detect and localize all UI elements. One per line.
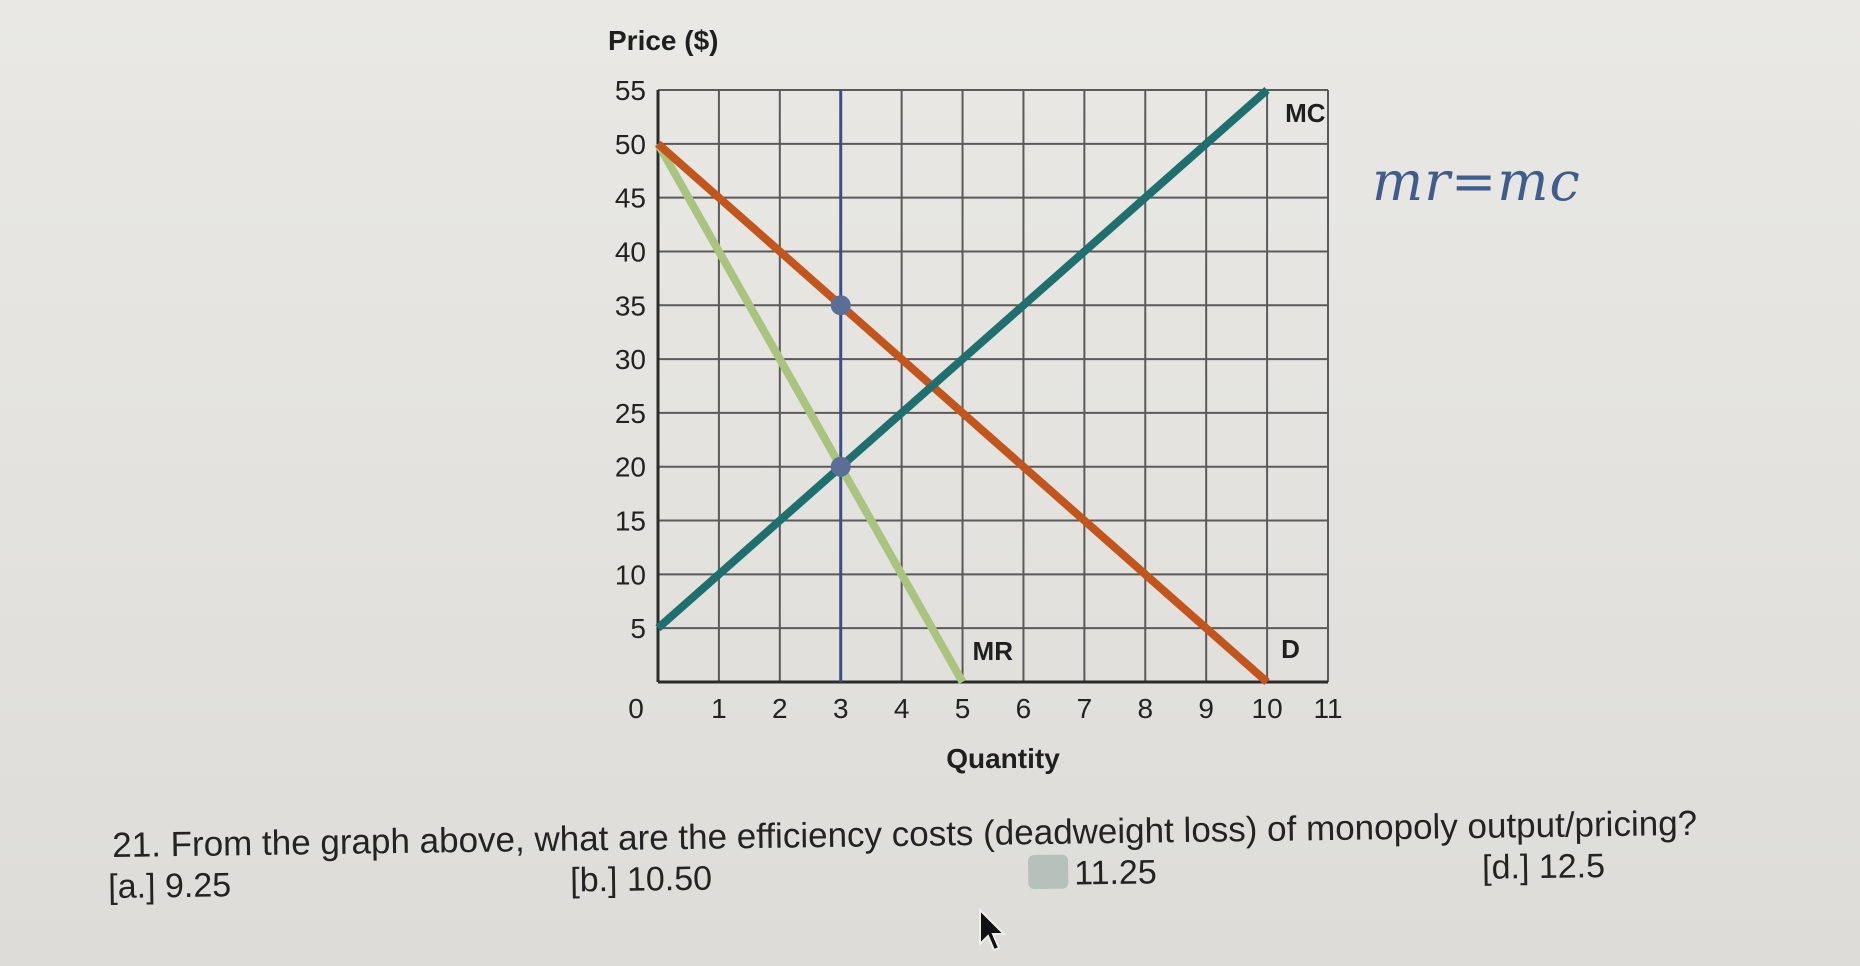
y-tick-label: 30 <box>615 344 646 375</box>
x-tick-label: 9 <box>1198 693 1214 724</box>
y-tick-label: 35 <box>615 290 646 321</box>
series-line-d <box>655 140 1270 685</box>
y-tick-label: 40 <box>615 236 646 267</box>
data-point-marker <box>830 295 851 316</box>
series-line-mc <box>655 87 1270 632</box>
option-b[interactable]: [b.] 10.50 <box>569 859 713 900</box>
chart-grid <box>656 89 1329 684</box>
x-tick-label: 4 <box>894 693 910 724</box>
option-c-label: 11.25 <box>1073 853 1157 893</box>
x-tick-label: 11 <box>1313 693 1342 724</box>
x-tick-label: 7 <box>1077 693 1093 724</box>
series-label-mr: MR <box>973 636 1014 666</box>
handwritten-note: mr=mc <box>1372 150 1581 213</box>
option-a[interactable]: [a.] 9.25 <box>108 866 232 906</box>
x-tick-label: 5 <box>955 693 971 724</box>
selection-mark-icon <box>1027 854 1069 890</box>
y-tick-label: 55 <box>615 75 646 106</box>
x-tick-label: 1 <box>711 693 727 724</box>
y-tick-label: 10 <box>615 559 646 590</box>
chart-series: MC D MR <box>654 87 1326 685</box>
option-c[interactable]: 11.25 <box>1027 853 1157 894</box>
data-point-marker <box>830 456 851 477</box>
option-d[interactable]: [d.] 12.5 <box>1481 847 1606 887</box>
series-label-mc: MC <box>1285 98 1326 128</box>
series-label-d: D <box>1281 634 1300 664</box>
y-tick-label: 25 <box>615 398 646 429</box>
x-tick-label: 10 <box>1252 693 1283 724</box>
x-tick-label: 8 <box>1137 693 1153 724</box>
y-tick-label: 5 <box>630 613 646 644</box>
mouse-cursor-icon <box>979 908 1006 952</box>
y-tick-label: 20 <box>615 452 646 483</box>
x-tick-label: 0 <box>628 693 644 724</box>
x-tick-label: 6 <box>1016 693 1032 724</box>
y-tick-label: 45 <box>615 183 646 214</box>
series-line-mr <box>654 141 967 684</box>
x-axis-label: Quantity <box>946 743 1060 774</box>
x-tick-label: 3 <box>833 693 849 724</box>
y-tick-label: 50 <box>615 129 646 160</box>
y-tick-label: 15 <box>615 506 646 537</box>
x-tick-label: 2 <box>772 693 788 724</box>
y-axis-label: Price ($) <box>608 25 719 56</box>
